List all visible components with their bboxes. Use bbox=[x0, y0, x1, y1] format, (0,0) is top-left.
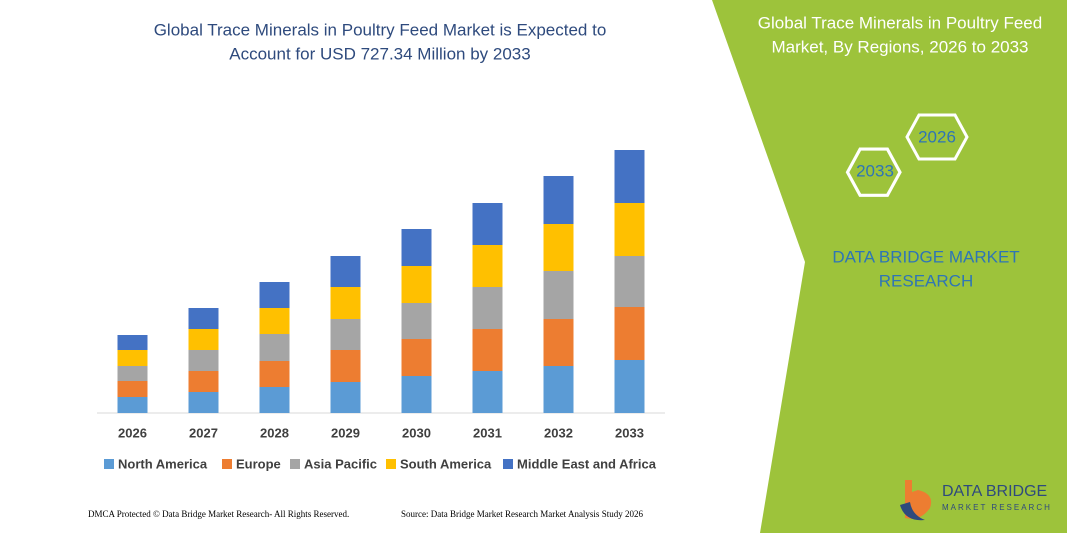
legend-label: Middle East and Africa bbox=[517, 456, 657, 471]
x-tick-label: 2026 bbox=[118, 425, 147, 440]
x-tick-label: 2027 bbox=[189, 425, 218, 440]
bar-segment bbox=[472, 245, 503, 287]
bar-segment bbox=[614, 307, 645, 360]
logo-text: DATA BRIDGE bbox=[942, 483, 1047, 500]
bar-segment bbox=[401, 229, 432, 266]
bar-segment bbox=[614, 360, 645, 413]
brand-text: RESEARCH bbox=[879, 271, 973, 290]
legend-swatch bbox=[503, 459, 513, 469]
bar-segment bbox=[330, 287, 361, 319]
bar-segment bbox=[259, 308, 290, 334]
bar-segment bbox=[472, 287, 503, 329]
bar-segment bbox=[188, 392, 219, 413]
legend-label: Asia Pacific bbox=[304, 456, 377, 471]
logo-text: MARKET RESEARCH bbox=[942, 503, 1052, 512]
bar-segment bbox=[330, 350, 361, 382]
x-tick-label: 2030 bbox=[402, 425, 431, 440]
bar-segment bbox=[117, 335, 148, 350]
bar-segment bbox=[472, 203, 503, 245]
bar-segment bbox=[401, 266, 432, 303]
legend-label: Europe bbox=[236, 456, 281, 471]
legend-swatch bbox=[386, 459, 396, 469]
bar-segment bbox=[259, 334, 290, 361]
legend-swatch bbox=[222, 459, 232, 469]
bar-segment bbox=[543, 366, 574, 413]
bar-segment bbox=[401, 376, 432, 413]
bar-segment bbox=[259, 282, 290, 308]
brand-text: DATA BRIDGE MARKET bbox=[832, 247, 1019, 266]
logo-mark bbox=[900, 502, 925, 521]
bar-segment bbox=[543, 224, 574, 271]
bar-segment bbox=[259, 361, 290, 387]
legend-swatch bbox=[104, 459, 114, 469]
bar-segment bbox=[330, 256, 361, 287]
bar-segment bbox=[401, 303, 432, 339]
x-tick-label: 2031 bbox=[473, 425, 502, 440]
panel-title: Global Trace Minerals in Poultry Feed bbox=[758, 13, 1042, 32]
bar-segment bbox=[330, 319, 361, 350]
legend-label: North America bbox=[118, 456, 208, 471]
chart-title: Global Trace Minerals in Poultry Feed Ma… bbox=[154, 20, 607, 39]
x-tick-label: 2033 bbox=[615, 425, 644, 440]
footer-text: DMCA Protected © Data Bridge Market Rese… bbox=[88, 509, 349, 519]
bar-segment bbox=[117, 350, 148, 366]
footer-text: Source: Data Bridge Market Research Mark… bbox=[401, 509, 643, 519]
legend-swatch bbox=[290, 459, 300, 469]
hexagon bbox=[845, 147, 902, 197]
hex-label: 2026 bbox=[918, 127, 956, 146]
legend-label: South America bbox=[400, 456, 492, 471]
bar-segment bbox=[117, 397, 148, 413]
bar-segment bbox=[614, 203, 645, 256]
chart-title: Account for USD 727.34 Million by 2033 bbox=[229, 44, 530, 63]
hex-label: 2033 bbox=[856, 161, 894, 180]
bar-segment bbox=[543, 319, 574, 366]
bar-segment bbox=[117, 366, 148, 381]
bar-segment bbox=[188, 308, 219, 329]
bar-segment bbox=[543, 176, 574, 224]
bar-segment bbox=[472, 371, 503, 413]
bar-segment bbox=[472, 329, 503, 371]
green-panel bbox=[712, 0, 1067, 533]
x-tick-label: 2032 bbox=[544, 425, 573, 440]
bar-segment bbox=[188, 350, 219, 371]
bar-segment bbox=[543, 271, 574, 319]
bar-segment bbox=[188, 329, 219, 350]
bar-segment bbox=[614, 256, 645, 307]
bar-segment bbox=[330, 382, 361, 413]
bar-segment bbox=[614, 150, 645, 203]
hexagon bbox=[905, 113, 969, 161]
x-tick-label: 2029 bbox=[331, 425, 360, 440]
bar-segment bbox=[401, 339, 432, 376]
bar-segment bbox=[188, 371, 219, 392]
logo: DATA BRIDGE MARKET RESEARCH bbox=[900, 480, 1052, 521]
panel-title: Market, By Regions, 2026 to 2033 bbox=[771, 37, 1028, 56]
x-tick-label: 2028 bbox=[260, 425, 289, 440]
bar-segment bbox=[117, 381, 148, 397]
bar-segment bbox=[259, 387, 290, 413]
